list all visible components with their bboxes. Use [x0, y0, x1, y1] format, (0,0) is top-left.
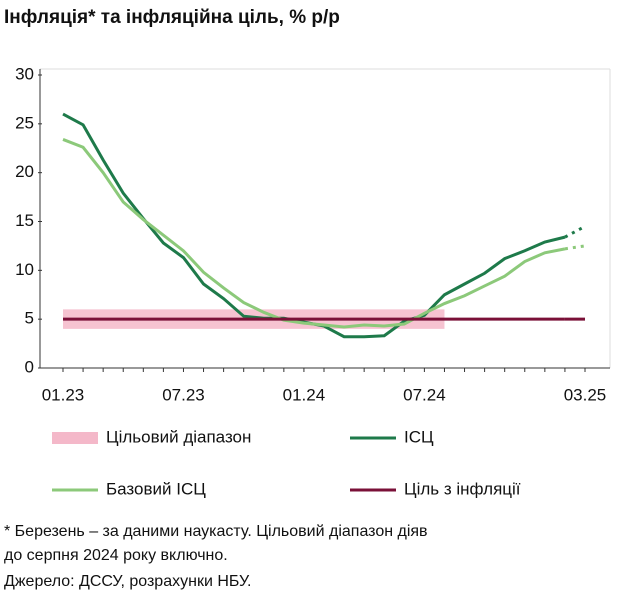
footnote: до серпня 2024 року включно. — [4, 547, 228, 564]
line — [62, 112, 566, 339]
line — [564, 244, 586, 251]
y-tick-label: 20 — [15, 162, 34, 181]
legend-label: Цільовий діапазон — [106, 427, 251, 446]
x-tick-label: 07.23 — [162, 385, 205, 404]
y-tick-label: 0 — [25, 357, 34, 376]
y-tick-label: 5 — [25, 309, 34, 328]
line — [62, 138, 566, 329]
x-tick-label: 01.23 — [42, 385, 85, 404]
line — [564, 225, 586, 239]
y-tick-label: 10 — [15, 260, 34, 279]
x-tick-label: 07.24 — [403, 385, 446, 404]
legend-label: Базовий ІСЦ — [106, 479, 206, 498]
x-tick-label: 01.24 — [283, 385, 326, 404]
legend-label: Ціль з інфляції — [404, 479, 521, 498]
y-tick-label: 30 — [15, 64, 34, 83]
legend-label: ІСЦ — [404, 427, 434, 446]
y-tick-label: 25 — [15, 113, 34, 132]
x-tick-label: 03.25 — [564, 385, 607, 404]
footnote: * Березень – за даними наукасту. Цільови… — [4, 523, 428, 540]
footnote: Джерело: ДССУ, розрахунки НБУ. — [4, 573, 252, 590]
chart-title: Інфляція* та інфляційна ціль, % р/р — [4, 7, 340, 28]
y-tick-label: 15 — [15, 211, 34, 230]
legend-swatch — [52, 432, 98, 444]
